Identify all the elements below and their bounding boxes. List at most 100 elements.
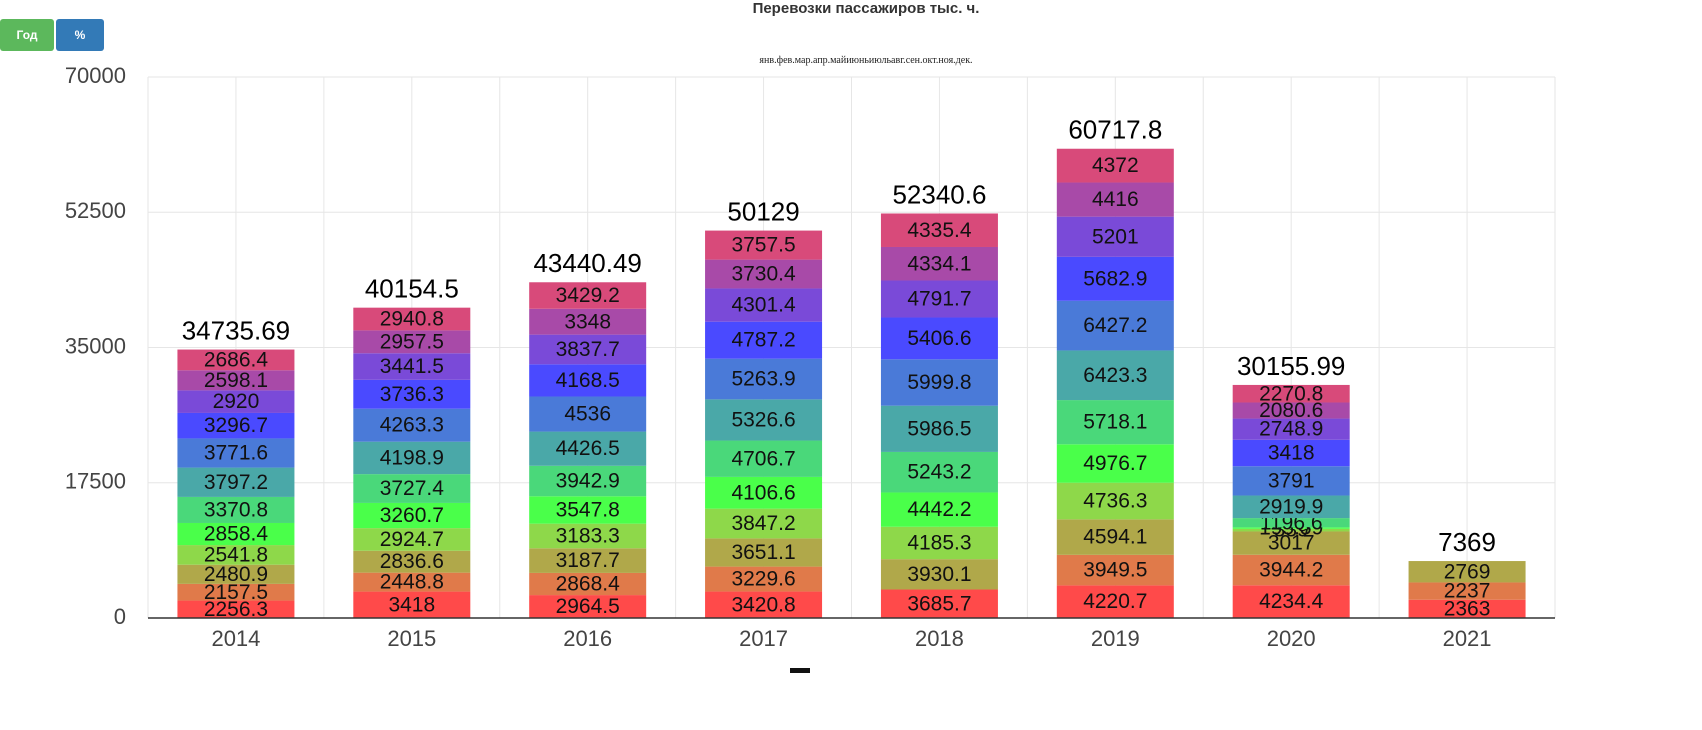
x-tick-label: 2014	[211, 626, 260, 651]
bar-segment	[705, 566, 823, 592]
data-label: 5986.5	[907, 417, 971, 440]
bar-segment	[1232, 495, 1350, 519]
total-label: 40154.5	[365, 274, 459, 304]
legend-entry[interactable]: мар.	[795, 55, 813, 66]
data-label: 2270.8	[1259, 382, 1323, 405]
total-label: 34735.69	[182, 315, 290, 345]
data-label: 2080.6	[1259, 399, 1323, 422]
bar-segment	[353, 408, 471, 442]
bar-segment	[1232, 531, 1350, 555]
bar-segment	[880, 589, 998, 618]
data-label: 3420.8	[731, 593, 795, 616]
bar-segment	[1408, 582, 1526, 600]
bar-segment	[529, 282, 647, 309]
bar-segment	[529, 465, 647, 497]
legend-entry[interactable]: фев.	[777, 55, 795, 66]
bar-segment	[1232, 418, 1350, 440]
data-label: 3441.5	[380, 355, 444, 378]
data-label: 2541.8	[204, 543, 268, 566]
data-label: 2769	[1444, 560, 1491, 583]
legend-entry[interactable]: ноя.	[938, 55, 955, 66]
bar-segment	[529, 496, 647, 524]
data-label: 3837.7	[556, 338, 620, 361]
data-label: 3730.4	[731, 263, 796, 286]
bar-segment	[1056, 182, 1174, 217]
bar-segment	[880, 405, 998, 452]
legend-entry[interactable]: май	[830, 55, 847, 66]
data-label: 4416	[1092, 188, 1139, 211]
bar-segment	[177, 412, 295, 439]
bar-segment	[1056, 482, 1174, 520]
data-label: 4426.5	[556, 437, 620, 460]
data-label: 2964.5	[556, 595, 620, 618]
data-label: 2157.5	[204, 581, 268, 604]
bar-segment	[705, 259, 823, 289]
data-label: 2480.9	[204, 563, 268, 586]
bar-segment	[529, 572, 647, 596]
data-label: 3791	[1268, 469, 1315, 492]
percent-button[interactable]: %	[56, 19, 104, 51]
x-tick-label: 2016	[563, 626, 612, 651]
data-label: 3418	[388, 593, 435, 616]
data-label: 3229.6	[731, 568, 795, 591]
bar-segment	[1056, 256, 1174, 301]
data-label: 2858.4	[204, 523, 269, 546]
bar-segment	[705, 591, 823, 618]
data-label: 2919.9	[1259, 495, 1323, 518]
data-label: 5326.6	[731, 408, 795, 431]
y-tick-label: 0	[114, 604, 126, 629]
bar-segment	[353, 502, 471, 529]
data-label: 4335.4	[907, 219, 972, 242]
data-label: 4334.1	[907, 252, 971, 275]
data-label: 3260.7	[380, 504, 444, 527]
bar-segment	[1056, 300, 1174, 351]
y-tick-label: 52500	[65, 198, 126, 223]
bar-segment	[177, 496, 295, 523]
data-label: 3296.7	[204, 414, 268, 437]
data-label: 4220.7	[1083, 590, 1147, 613]
legend-entry[interactable]: июль	[869, 55, 892, 66]
bar-segment	[177, 467, 295, 497]
bar-segment	[1056, 444, 1174, 483]
bar-segment	[1408, 599, 1526, 618]
bar-segment	[529, 431, 647, 466]
legend-entry[interactable]: сен.	[906, 55, 923, 66]
bar-segment	[353, 353, 471, 380]
data-label: 4787.2	[731, 329, 795, 352]
legend-entry[interactable]: дек.	[956, 55, 973, 66]
data-label: 5999.8	[907, 371, 971, 394]
bar-segment	[529, 308, 647, 335]
legend-entry[interactable]: окт.	[923, 55, 939, 66]
bar-segment	[529, 595, 647, 618]
bar-segment	[1232, 528, 1350, 532]
bar-segment	[1232, 466, 1350, 496]
scroll-handle	[790, 668, 810, 673]
bar-segment	[880, 213, 998, 247]
bar-segment	[1056, 585, 1174, 618]
data-label: 4594.1	[1083, 526, 1147, 549]
total-label: 50129	[727, 196, 799, 226]
bar-segment	[1232, 439, 1350, 467]
data-label: 4301.4	[731, 294, 796, 317]
legend-entry[interactable]: июнь	[846, 55, 869, 66]
data-label: 3949.5	[1083, 559, 1147, 582]
x-tick-label: 2021	[1443, 626, 1492, 651]
chart-title: Перевозки пассажиров тыс. ч.	[753, 0, 980, 17]
y-tick-label: 35000	[65, 333, 126, 358]
bar-segment	[353, 550, 471, 573]
legend: янв.фев.мар.апр.майиюньиюльавг.сен.окт.н…	[759, 55, 972, 66]
total-label: 30155.99	[1237, 351, 1345, 381]
data-label: 3418	[1268, 442, 1315, 465]
data-label: 2940.8	[380, 308, 444, 331]
bar-segment	[705, 440, 823, 477]
legend-entry[interactable]: авг.	[891, 55, 906, 66]
bar-segment	[1056, 554, 1174, 586]
legend-entry[interactable]: апр.	[813, 55, 830, 66]
data-label: 2363	[1444, 597, 1491, 620]
bar-segment	[353, 379, 471, 409]
bar-segment	[353, 474, 471, 503]
year-button[interactable]: Год	[0, 19, 54, 51]
legend-entry[interactable]: янв.	[759, 55, 776, 66]
